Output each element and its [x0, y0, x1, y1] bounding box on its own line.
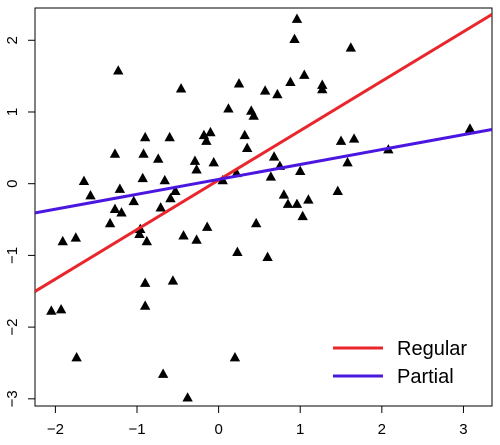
- data-point: [201, 221, 213, 231]
- x-tick-label: 3: [459, 421, 467, 438]
- x-axis: −2 −1 0 1 2 3: [47, 406, 468, 438]
- fit-line-regular: [35, 13, 492, 293]
- data-point: [239, 129, 250, 140]
- data-point: [46, 305, 57, 315]
- data-points: [46, 13, 476, 402]
- data-point: [348, 133, 360, 143]
- data-point: [205, 126, 216, 137]
- data-point: [182, 392, 193, 402]
- data-point: [175, 83, 187, 93]
- data-point: [291, 13, 303, 23]
- legend-label-partial: Partial: [397, 366, 454, 388]
- data-point: [289, 33, 300, 43]
- data-point: [153, 153, 164, 163]
- data-point: [297, 210, 308, 221]
- x-tick-label: 0: [214, 421, 222, 438]
- y-tick-label: −2: [4, 319, 21, 336]
- data-point: [57, 235, 68, 246]
- data-point: [189, 155, 201, 165]
- data-point: [201, 135, 212, 145]
- y-tick-label: −1: [4, 247, 21, 264]
- data-point: [70, 232, 82, 242]
- data-point: [335, 135, 347, 145]
- data-point: [155, 202, 166, 212]
- legend-label-regular: Regular: [397, 338, 467, 360]
- data-point: [345, 42, 357, 52]
- data-point: [285, 76, 296, 87]
- data-point: [259, 85, 271, 95]
- data-point: [113, 65, 124, 75]
- data-point: [167, 275, 179, 285]
- data-point: [241, 142, 253, 152]
- data-point: [299, 69, 310, 79]
- data-point: [139, 300, 151, 310]
- data-point: [85, 189, 96, 200]
- x-tick-label: 2: [378, 421, 386, 438]
- data-point: [170, 185, 181, 196]
- data-point: [191, 164, 202, 174]
- data-point: [109, 148, 121, 158]
- data-point: [78, 175, 90, 185]
- y-axis: −3 −2 −1 0 1 2: [4, 36, 35, 407]
- data-point: [114, 183, 126, 193]
- data-point: [464, 123, 476, 133]
- data-point: [295, 165, 306, 175]
- x-tick-label: −2: [47, 421, 64, 438]
- data-point: [157, 368, 169, 378]
- data-point: [303, 194, 314, 204]
- data-point: [332, 185, 343, 196]
- data-point: [116, 207, 127, 217]
- x-tick-label: −1: [128, 421, 145, 438]
- y-tick-label: −3: [4, 390, 21, 407]
- data-point: [229, 352, 241, 362]
- data-point: [164, 131, 175, 142]
- data-point: [282, 198, 294, 208]
- data-point: [134, 228, 145, 239]
- data-point: [159, 174, 170, 185]
- data-point: [342, 156, 353, 167]
- data-point: [248, 110, 259, 120]
- fit-lines: [35, 13, 492, 293]
- data-point: [141, 235, 153, 246]
- data-point: [128, 195, 139, 206]
- data-point: [55, 303, 67, 314]
- data-point: [165, 192, 176, 203]
- data-point: [262, 251, 273, 261]
- data-point: [317, 83, 328, 94]
- data-point: [250, 217, 262, 228]
- y-tick-label: 1: [4, 108, 21, 116]
- data-point: [104, 217, 116, 228]
- data-point: [71, 352, 82, 362]
- data-point: [278, 189, 290, 199]
- data-point: [233, 78, 245, 88]
- data-point: [208, 156, 219, 167]
- data-point: [223, 103, 234, 113]
- data-point: [139, 131, 151, 142]
- fit-line-partial: [35, 127, 492, 215]
- data-point: [232, 246, 243, 256]
- data-point: [178, 230, 189, 240]
- legend: Regular Partial: [333, 338, 467, 388]
- data-point: [268, 151, 280, 161]
- data-point: [291, 198, 303, 208]
- data-point: [109, 203, 121, 213]
- x-tick-label: 1: [296, 421, 304, 438]
- data-point: [265, 171, 277, 181]
- plot-frame: [34, 7, 493, 407]
- y-tick-label: 0: [4, 180, 21, 188]
- y-tick-label: 2: [4, 36, 21, 44]
- data-point: [138, 148, 149, 158]
- data-point: [139, 277, 151, 287]
- data-point: [272, 88, 283, 99]
- data-point: [191, 234, 202, 244]
- data-point: [137, 172, 148, 183]
